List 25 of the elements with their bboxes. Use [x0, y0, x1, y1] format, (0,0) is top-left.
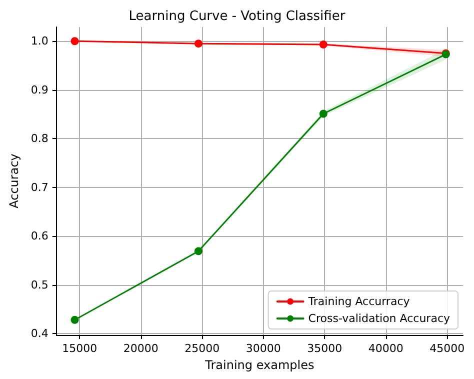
x-tick-label: 30000 [246, 342, 281, 355]
x-tick-label: 45000 [430, 342, 465, 355]
x-tick-label: 20000 [123, 342, 158, 355]
point [319, 110, 328, 118]
y-axis-title: Accuracy [7, 154, 21, 208]
y-tick-label: 0.7 [30, 180, 48, 194]
legend-label: Cross-validation Accuracy [308, 312, 450, 325]
point [70, 316, 79, 324]
y-tick-label: 0.6 [30, 230, 48, 243]
x-axis-title: Training examples [204, 358, 314, 372]
chart-title: Learning Curve - Voting Classifier [128, 9, 346, 24]
x-tick-label: 35000 [307, 342, 342, 355]
point [194, 247, 202, 256]
y-tick-label: 0.5 [30, 278, 48, 292]
y-tick-label: 0.8 [30, 132, 48, 146]
point [319, 40, 328, 49]
y-tick-label: 0.4 [30, 327, 48, 340]
y-tick-label: 1.0 [30, 34, 48, 48]
x-tick-label: 25000 [184, 342, 220, 355]
point [70, 37, 79, 46]
legend-label: Training Accurracy [307, 295, 410, 308]
x-tick-label: 40000 [368, 342, 404, 355]
x-tick-label: 15000 [62, 342, 98, 355]
y-tick-label: 0.9 [30, 83, 48, 96]
point [194, 40, 202, 48]
